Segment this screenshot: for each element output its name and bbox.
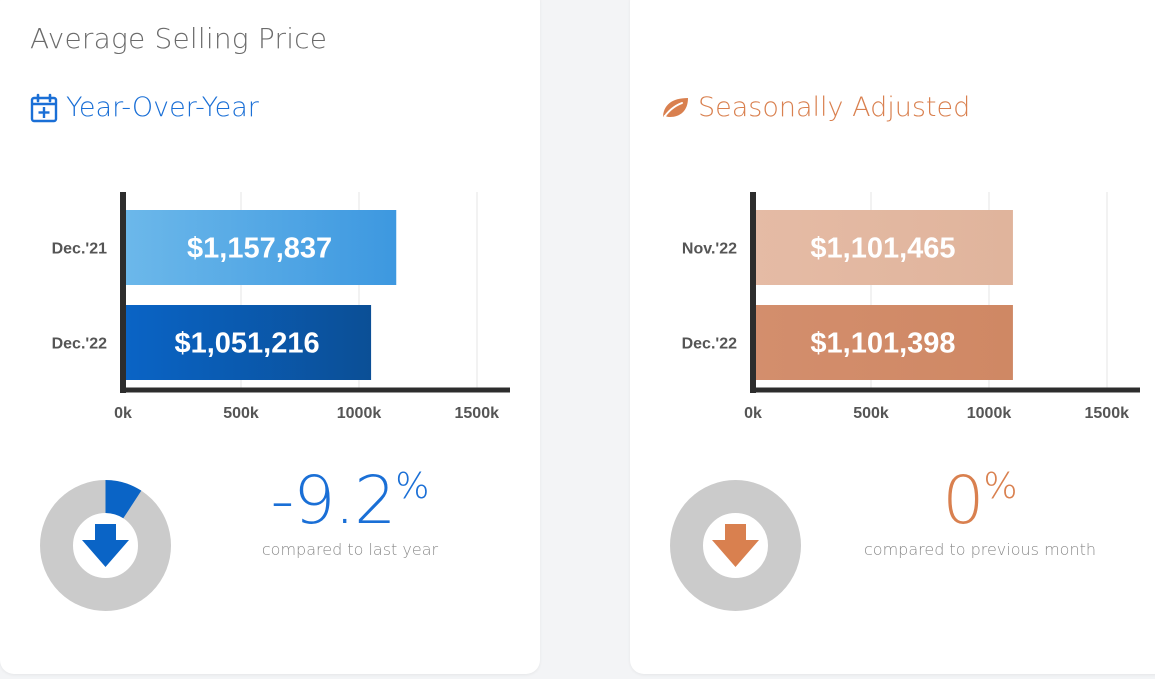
card-title: Average Selling Price (30, 22, 328, 55)
seasonal-card: Seasonally Adjusted $1,101,465 Nov.'22 $1,… (630, 0, 1155, 674)
change-donut (40, 480, 171, 611)
bar (753, 210, 1013, 285)
leaf-icon (662, 97, 688, 120)
bar-data-label: $1,101,465 (810, 233, 955, 265)
category-label: Dec.'22 (682, 336, 738, 353)
yoy-bar-chart: $1,157,837 Dec.'21 $1,051,216 Dec.'22 0k 500k… (52, 192, 510, 422)
arrow-down-icon (712, 524, 759, 567)
change-value: -9.2 (270, 462, 397, 539)
change-caption: compared to previous month (863, 540, 1096, 559)
percent-sign: % (395, 466, 430, 507)
change-donut (670, 480, 801, 611)
arrow-down-icon (82, 524, 129, 567)
bar (123, 305, 372, 380)
x-tick-label: 1500k (1085, 405, 1130, 422)
x-tick-label: 1500k (455, 405, 500, 422)
percent-sign: % (983, 466, 1018, 507)
category-label: Dec.'22 (52, 336, 108, 353)
yoy-section-header: Year-Over-Year (30, 92, 259, 123)
section-title: Year-Over-Year (66, 92, 259, 123)
change-readout: -9.2% compared to last year (220, 466, 480, 559)
bar-data-label: $1,157,837 (187, 233, 332, 265)
x-tick-label: 1000k (967, 405, 1012, 422)
category-label: Nov.'22 (682, 241, 737, 258)
change-readout: 0% compared to previous month (850, 466, 1110, 559)
donut-arc (40, 480, 171, 611)
seasonal-section-header: Seasonally Adjusted (660, 92, 970, 123)
calendar-plus-icon (30, 93, 58, 122)
change-value: 0 (942, 462, 984, 539)
section-title: Seasonally Adjusted (698, 92, 971, 123)
bar (753, 305, 1013, 380)
x-tick-label: 500k (853, 405, 889, 422)
bar-data-label: $1,101,398 (810, 328, 955, 360)
x-tick-label: 1000k (337, 405, 382, 422)
yoy-card: Average Selling Price Year-Over-Year $1,… (0, 0, 540, 674)
category-label: Dec.'21 (52, 241, 108, 258)
x-tick-label: 0k (744, 405, 762, 422)
change-caption: compared to last year (261, 540, 439, 559)
donut-track (670, 480, 801, 611)
x-tick-label: 0k (114, 405, 132, 422)
bar-data-label: $1,051,216 (174, 328, 319, 360)
seasonal-bar-chart: $1,101,465 Nov.'22 $1,101,398 Dec.'22 0k 500k… (682, 192, 1140, 422)
x-tick-label: 500k (223, 405, 259, 422)
bar (123, 210, 397, 285)
